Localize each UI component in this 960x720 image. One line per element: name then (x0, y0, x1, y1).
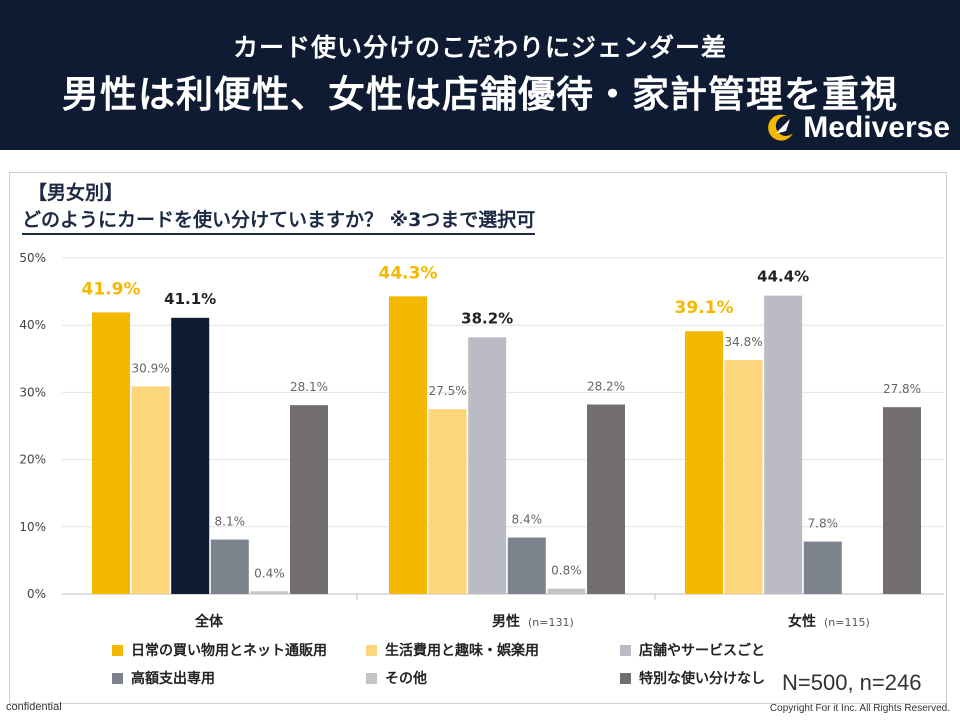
bar (883, 407, 921, 594)
legend-swatch (112, 644, 123, 656)
data-label: 0.4% (254, 566, 285, 580)
y-tick-label: 0% (27, 587, 46, 601)
legend-item: 特別な使い分けなし (620, 668, 765, 688)
legend-label: 生活費用と趣味・娯楽用 (385, 643, 539, 659)
confidential-label: confidential (6, 701, 62, 713)
legend-label: 日常の買い物用とネット通販用 (131, 643, 327, 659)
subtitle: カード使い分けのこだわりにジェンダー差 (232, 33, 727, 62)
data-label: 30.9% (132, 361, 170, 375)
question-label: 【男女別】 (28, 182, 124, 204)
data-label: 38.2% (461, 309, 513, 327)
legend-swatch (366, 672, 377, 684)
data-label: 28.1% (290, 380, 328, 394)
bar (171, 317, 210, 594)
data-label: 41.1% (164, 290, 216, 308)
data-label: 27.5% (429, 384, 467, 398)
copyright-text: Copyright For it Inc. All Rights Reserve… (769, 703, 950, 714)
mediverse-logo-icon (768, 114, 794, 141)
bar (428, 409, 467, 594)
question-text: どのようにカードを使い分けていますか？ ※3つまで選択可 (22, 205, 536, 235)
bar (468, 337, 507, 594)
bar (389, 296, 427, 594)
category-label: 全体 (194, 613, 224, 630)
category-n-label: (n=115) (824, 616, 870, 629)
legend-swatch (620, 672, 631, 684)
data-label: 7.8% (808, 517, 839, 531)
data-label: 8.4% (512, 513, 543, 527)
bar (547, 588, 586, 594)
legend-item: その他 (366, 668, 427, 688)
bar (803, 541, 842, 594)
y-tick-label: 30% (19, 385, 46, 399)
category-label: 男性 (492, 613, 520, 630)
sample-size-note: N=500, n=246 (782, 670, 922, 695)
legend-label: 店舗やサービスごと (639, 643, 765, 659)
data-label: 28.2% (587, 379, 625, 393)
legend-swatch (366, 644, 377, 656)
category-n-label: (n=131) (528, 616, 574, 629)
data-label: 39.1% (675, 298, 734, 318)
category-label: 女性 (788, 613, 816, 630)
bar (290, 405, 328, 594)
bar (507, 537, 546, 594)
data-label: 41.9% (82, 279, 141, 299)
legend-label: その他 (385, 671, 427, 687)
brand-name: Mediverse (803, 111, 950, 144)
legend-label: 高額支出専用 (131, 671, 215, 687)
legend-item: 店舗やサービスごと (620, 640, 765, 660)
legend-swatch (112, 672, 123, 684)
data-label: 44.4% (757, 268, 809, 286)
legend-item: 生活費用と趣味・娯楽用 (366, 640, 539, 660)
data-label: 8.1% (215, 515, 246, 529)
legend-swatch (620, 644, 631, 656)
bar (250, 591, 289, 594)
y-tick-label: 10% (19, 520, 46, 534)
data-label: 44.3% (379, 263, 438, 283)
y-tick-label: 20% (19, 453, 46, 467)
page-title: 男性は利便性、女性は店舗優待・家計管理を重視 (62, 73, 898, 116)
bar (764, 295, 803, 594)
bar (131, 386, 170, 594)
data-label: 27.8% (883, 382, 921, 396)
y-tick-label: 50% (19, 251, 46, 265)
legend-label: 特別な使い分けなし (639, 671, 765, 687)
bar (92, 312, 130, 594)
header-banner: カード使い分けのこだわりにジェンダー差 男性は利便性、女性は店舗優待・家計管理を… (0, 0, 960, 150)
data-label: 0.8% (551, 564, 582, 578)
data-label: 34.8% (725, 335, 763, 349)
bar (210, 539, 249, 594)
y-tick-label: 40% (19, 318, 46, 332)
bar (685, 331, 723, 594)
bar (587, 404, 625, 594)
brand-logo: Mediverse (763, 108, 950, 148)
legend-item: 日常の買い物用とネット通販用 (112, 640, 327, 660)
bar (724, 360, 763, 594)
legend-item: 高額支出専用 (112, 668, 215, 688)
